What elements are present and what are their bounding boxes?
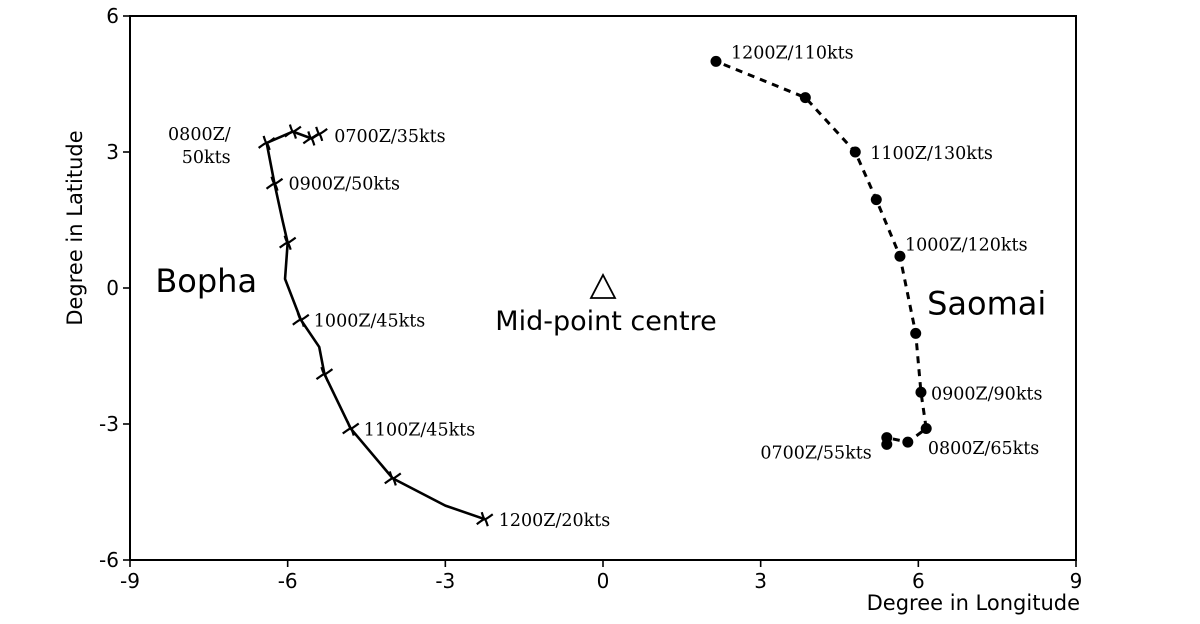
typhoon-symbol-icon — [342, 421, 360, 436]
saomai-storm-label: Saomai — [927, 285, 1046, 323]
typhoon-symbol-stroke — [288, 124, 297, 139]
saomai-point-marker — [849, 146, 861, 158]
typhoon-symbol-icon — [257, 135, 276, 151]
mid-point-triangle-marker — [589, 273, 617, 299]
time-intensity-label: 1000Z/45kts — [314, 312, 425, 332]
saomai-point-marker — [894, 250, 906, 262]
y-tick-label: 6 — [106, 4, 119, 28]
saomai-track-line — [715, 59, 928, 445]
saomai-point-marker — [920, 423, 932, 435]
x-tick-label: 6 — [912, 569, 925, 593]
time-intensity-label: 0900Z/90kts — [931, 384, 1042, 404]
time-intensity-label: 0700Z/35kts — [334, 127, 445, 147]
x-tick-label: -3 — [435, 569, 455, 593]
typhoon-symbol-icon — [302, 131, 320, 146]
x-tick-label: -6 — [278, 569, 298, 593]
saomai-point-marker — [799, 92, 811, 104]
typhoon-symbol-icon — [384, 471, 402, 486]
time-intensity-label: 0800Z/ — [168, 125, 231, 145]
x-tick-label: 0 — [597, 569, 610, 593]
time-intensity-annotations: 0700Z/35kts 0800Z/50kts 0900Z/50kts 1000Z/4… — [168, 43, 1042, 531]
saomai-point-marker — [902, 436, 914, 448]
time-intensity-label: 1200Z/20kts — [499, 511, 610, 531]
typhoon-symbol-icon — [284, 124, 302, 139]
x-tick-label: -9 — [120, 569, 140, 593]
typhoon-symbol-icon — [292, 312, 310, 328]
saomai-point-marker — [870, 194, 882, 206]
time-intensity-label: 1100Z/130kts — [870, 144, 993, 164]
y-axis-label: Degree in Latitude — [63, 130, 87, 325]
bopha-storm-label: Bopha — [155, 262, 257, 300]
typhoon-symbol-stroke — [270, 176, 279, 192]
mid-point-centre-label: Mid-point centre — [495, 306, 716, 337]
y-tick-label: -3 — [99, 412, 119, 436]
saomai-point-marker — [910, 327, 922, 339]
saomai-point-marker — [881, 432, 893, 444]
time-intensity-label: 1200Z/110kts — [731, 43, 854, 63]
x-tick-label: 3 — [754, 569, 767, 593]
y-tick-label: 3 — [106, 140, 119, 164]
time-intensity-label: 0800Z/65kts — [928, 439, 1039, 459]
typhoon-symbol-stroke — [307, 131, 316, 146]
typhoon-symbol-stroke — [480, 511, 489, 527]
typhoon-symbol-icon — [476, 511, 494, 527]
bopha-track-line — [265, 130, 486, 521]
typhoon-symbol-stroke — [283, 235, 292, 250]
y-tick-label: -6 — [99, 548, 119, 572]
typhoon-symbol-stroke — [296, 312, 305, 328]
time-intensity-label: 1100Z/45kts — [364, 421, 475, 441]
typhoon-symbol-icon — [265, 176, 284, 192]
typhoon-symbol-stroke — [320, 366, 329, 382]
x-tick-label: 9 — [1070, 569, 1083, 593]
time-intensity-label: 50kts — [182, 148, 231, 168]
x-axis-label: Degree in Longitude — [867, 591, 1080, 615]
time-intensity-label: 0900Z/50kts — [289, 175, 400, 195]
y-tick-label: 0 — [106, 276, 119, 300]
time-intensity-label: 0700Z/55kts — [760, 443, 871, 463]
saomai-point-marker — [710, 55, 722, 67]
saomai-point-marker — [915, 386, 927, 398]
typhoon-symbol-stroke — [262, 135, 271, 151]
typhoon-symbol-stroke — [388, 471, 397, 486]
typhoon-symbol-icon — [315, 366, 334, 382]
typhoon-symbol-stroke — [346, 421, 355, 436]
plot-marks — [257, 55, 932, 527]
time-intensity-label: 1000Z/120kts — [905, 235, 1028, 255]
typhoon-symbol-icon — [279, 235, 297, 250]
